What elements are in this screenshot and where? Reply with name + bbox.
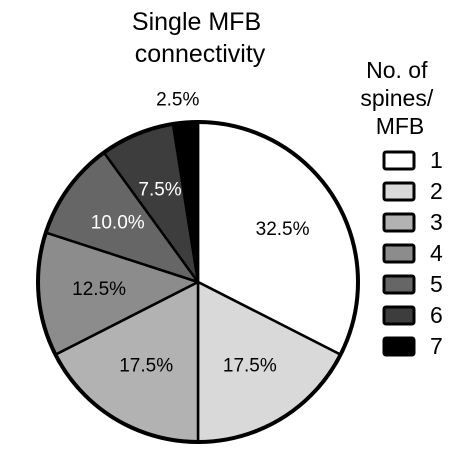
chart-title-line-2: connectivity: [135, 40, 266, 68]
slice-label-2: 17.5%: [223, 356, 277, 377]
slice-label-4: 12.5%: [72, 279, 126, 300]
legend-label-5: 5: [430, 271, 443, 297]
legend-swatch-2: [382, 181, 416, 202]
legend-swatch-4: [382, 243, 416, 264]
legend-label-7: 7: [430, 333, 443, 359]
slice-label-5: 10.0%: [91, 213, 145, 234]
legend-label-4: 4: [430, 240, 443, 266]
legend-title-line-2: spines/: [360, 85, 433, 111]
legend: 1 2 3 4 5 6 7: [382, 147, 443, 359]
slice-label-7: 2.5%: [156, 90, 199, 111]
pie-slice-labels: 32.5% 17.5% 17.5% 12.5% 10.0% 7.5% 2.5%: [72, 90, 309, 377]
pie-slices: [36, 120, 360, 444]
legend-label-2: 2: [430, 178, 443, 204]
slice-label-3: 17.5%: [119, 356, 173, 377]
legend-label-3: 3: [430, 209, 443, 235]
chart-title-line-1: Single MFB: [132, 8, 261, 36]
legend-label-1: 1: [430, 147, 443, 173]
legend-swatch-7: [382, 336, 416, 357]
legend-title-line-1: No. of: [366, 57, 428, 83]
legend-title: No. of spines/ MFB: [360, 57, 439, 139]
legend-swatch-5: [382, 274, 416, 295]
legend-swatch-6: [382, 305, 416, 326]
pie-outline: [36, 120, 360, 444]
legend-label-6: 6: [430, 302, 443, 328]
chart-title: Single MFB connectivity: [132, 8, 268, 68]
slice-label-1: 32.5%: [256, 219, 310, 240]
legend-swatch-1: [382, 150, 416, 171]
slice-label-6: 7.5%: [138, 179, 181, 200]
legend-swatch-3: [382, 212, 416, 233]
legend-title-line-3: MFB: [376, 113, 425, 139]
